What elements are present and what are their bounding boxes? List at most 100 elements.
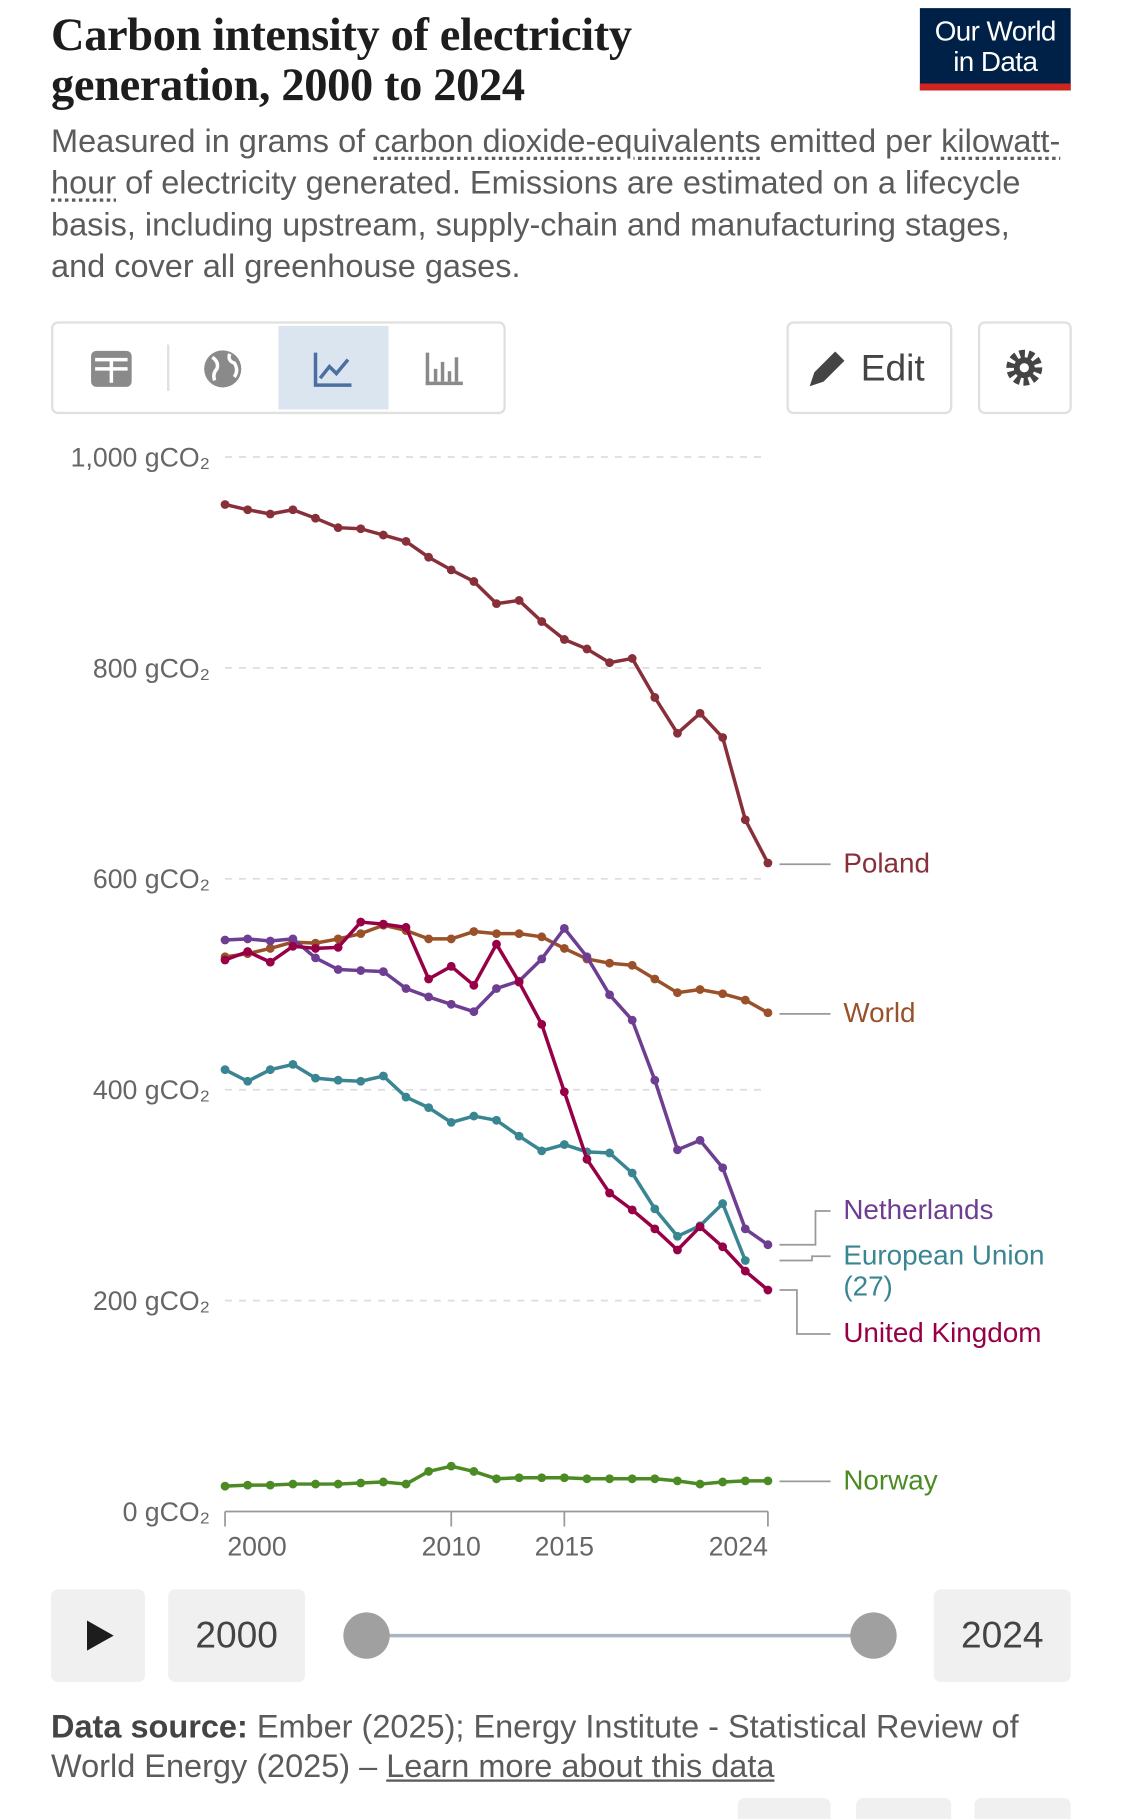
y-tick-label: 600 gCO₂ <box>93 864 210 894</box>
data-point <box>627 1474 637 1484</box>
map-icon[interactable] <box>204 350 242 388</box>
legend-label[interactable]: European Union (27) <box>843 1240 1045 1303</box>
data-point <box>356 524 366 534</box>
subtitle-text: Measured in grams of <box>51 122 375 159</box>
data-point <box>469 980 479 990</box>
data-point <box>401 922 411 932</box>
data-point <box>627 654 637 663</box>
data-point <box>265 936 275 946</box>
data-point <box>718 989 728 999</box>
series-line <box>224 920 770 1292</box>
logo[interactable]: Our World in Data <box>919 8 1071 91</box>
data-point <box>424 992 434 1002</box>
data-point <box>401 1092 411 1102</box>
data-point <box>333 965 343 974</box>
data-point <box>537 954 547 964</box>
series-line <box>224 923 769 1015</box>
label-connector <box>779 1210 831 1246</box>
data-point <box>243 1076 253 1086</box>
active-tab[interactable] <box>278 325 389 410</box>
data-point <box>333 1479 343 1489</box>
x-tick-label: 2024 <box>709 1532 768 1562</box>
data-point <box>537 617 547 626</box>
end-year-box[interactable] <box>933 1589 1071 1682</box>
start-year-box[interactable] <box>168 1589 306 1682</box>
data-point <box>695 1135 705 1145</box>
data-point <box>265 1065 275 1075</box>
data-point <box>718 1242 728 1252</box>
data-point <box>605 958 614 968</box>
data-point <box>673 1145 682 1155</box>
data-point <box>220 500 230 509</box>
subtitle-link[interactable]: kilowatt-hour <box>51 122 1061 201</box>
logo-line: Our World <box>934 16 1057 48</box>
source-link[interactable]: Learn more about this data <box>386 1748 775 1785</box>
y-tick-label: 800 gCO₂ <box>93 653 210 683</box>
gear-icon <box>1006 349 1043 386</box>
data-point <box>740 1256 750 1265</box>
data-point <box>650 1474 660 1484</box>
data-point <box>424 974 434 984</box>
data-point <box>378 1477 388 1487</box>
table-icon[interactable] <box>91 350 132 387</box>
legend-label[interactable]: Netherlands <box>843 1194 994 1227</box>
data-point <box>333 1075 343 1085</box>
data-point <box>288 934 298 944</box>
data-point <box>288 941 298 951</box>
data-point <box>469 1467 479 1476</box>
data-point <box>265 957 275 967</box>
line-icon[interactable] <box>313 352 352 387</box>
data-point <box>446 1117 456 1127</box>
data-point <box>763 1476 773 1486</box>
play-icon <box>87 1620 114 1651</box>
subtitle-link[interactable]: carbon dioxide-equivalents <box>374 122 761 159</box>
data-point <box>220 1481 230 1491</box>
data-point <box>650 693 660 702</box>
footer-button[interactable] <box>974 1798 1071 1819</box>
slider-handle[interactable] <box>343 1612 390 1659</box>
data-point <box>492 939 501 949</box>
legend-label[interactable]: Norway <box>843 1465 938 1497</box>
data-point <box>265 1480 275 1490</box>
data-point <box>763 1240 773 1250</box>
data-point <box>763 858 773 868</box>
data-point <box>243 934 253 944</box>
data-point <box>288 1059 298 1069</box>
data-point <box>446 565 456 575</box>
data-point <box>356 966 366 975</box>
legend-label[interactable]: Poland <box>843 847 931 880</box>
data-point <box>537 932 547 942</box>
data-point <box>537 1473 547 1483</box>
data-point <box>378 530 388 540</box>
data-point <box>605 1148 614 1158</box>
data-point <box>220 1065 230 1075</box>
data-point <box>740 1476 750 1486</box>
legend-label[interactable]: World <box>843 997 916 1029</box>
series-line <box>224 926 769 1247</box>
bar-icon[interactable] <box>425 352 463 386</box>
data-point <box>673 1245 682 1255</box>
data-point <box>718 1477 728 1487</box>
data-point <box>695 985 705 994</box>
legend-label[interactable]: United Kingdom <box>843 1317 1042 1350</box>
footer-button[interactable] <box>856 1798 952 1819</box>
data-point <box>763 1285 773 1295</box>
start-year: 2000 <box>195 1614 278 1656</box>
data-point <box>740 995 750 1005</box>
footer-button[interactable] <box>737 1798 831 1819</box>
slider-handle[interactable] <box>850 1612 897 1659</box>
chart-title: Carbon intensity of electricity generati… <box>51 8 632 111</box>
data-point <box>673 1476 682 1486</box>
edit-button[interactable]: Edit <box>786 321 953 415</box>
data-point <box>514 596 524 605</box>
data-point <box>220 935 230 945</box>
data-point <box>356 929 366 939</box>
data-point <box>356 1478 366 1488</box>
data-point <box>627 1015 637 1025</box>
data-point <box>695 1222 705 1232</box>
data-point <box>695 708 705 718</box>
data-point <box>627 960 637 970</box>
data-point <box>356 917 366 927</box>
data-point <box>378 967 388 977</box>
